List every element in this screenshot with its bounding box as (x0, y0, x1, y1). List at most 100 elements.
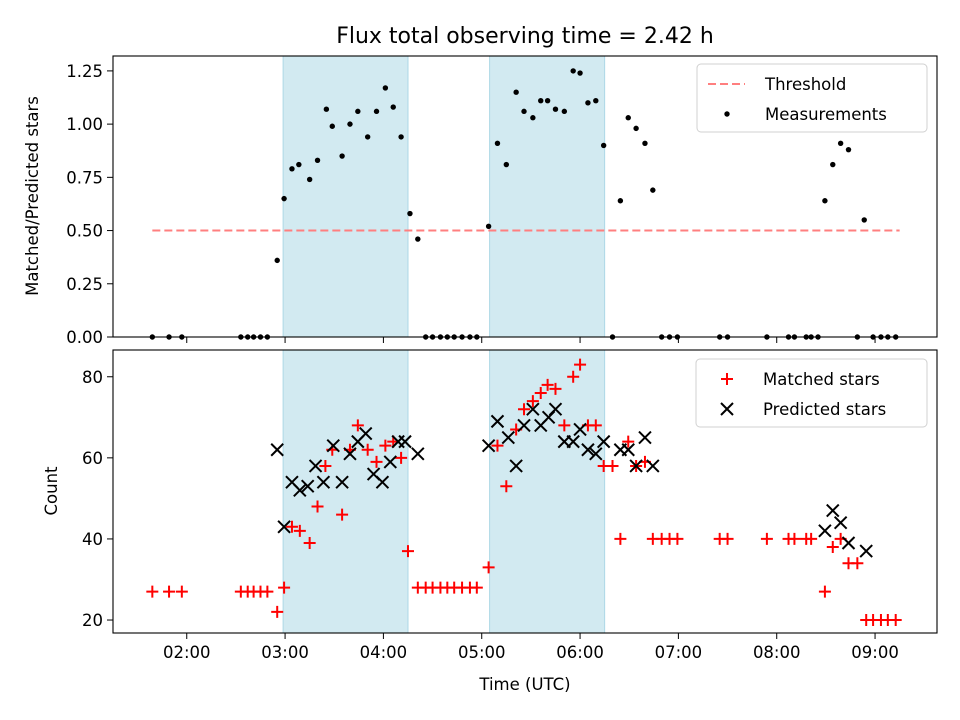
predicted-star-point (826, 503, 840, 518)
predicted-star-point (589, 447, 603, 461)
measurement-point (382, 85, 389, 91)
ratio-panel: 0.00 0.25 0.50 0.75 1.00 1.25 Matched/Predict… (23, 55, 938, 347)
matched-star-point (336, 508, 349, 521)
measurement-point (355, 108, 361, 115)
predicted-legend-swatch (720, 402, 734, 416)
matched-star-point (671, 532, 684, 545)
matched-star-point (303, 536, 316, 549)
measurement-point (314, 157, 321, 164)
predicted-star-point (581, 443, 595, 457)
measurement-point (822, 198, 828, 204)
measurement-point (407, 210, 413, 217)
matched-star-point (175, 585, 188, 598)
predicted-star-point (548, 402, 563, 416)
measurement-point (837, 140, 844, 146)
matched-star-point (491, 439, 504, 452)
measurement-point (593, 98, 599, 104)
measurement-point (570, 68, 576, 74)
measurement-point (503, 161, 510, 168)
threshold-legend-label: Threshold (764, 75, 846, 94)
predicted-star-point (573, 422, 587, 437)
measurement-point (617, 198, 624, 204)
matched-star-point (606, 459, 619, 472)
matched-star-point (395, 451, 408, 464)
measurement-point (347, 121, 353, 127)
ratio-y-axis-label: Matched/Predicted stars (23, 96, 42, 296)
predicted-star-point (358, 426, 373, 441)
predicted-star-point (398, 434, 412, 449)
matched-star-point (534, 386, 547, 399)
counts-y-axis-label: Count (42, 466, 61, 516)
measurement-point (415, 236, 421, 242)
matched-star-point (401, 545, 414, 558)
matched-star-point (818, 585, 831, 598)
ratio-x-ticks (186, 337, 876, 343)
matched-star-point (614, 532, 627, 545)
measurement-point (530, 115, 536, 121)
matched-star-point (567, 370, 580, 383)
x-tick-label: 04:00 (360, 643, 408, 662)
matched-legend-label: Matched stars (763, 370, 880, 389)
ratio-y-tick-label: 0.75 (66, 168, 103, 187)
matched-star-point (889, 614, 902, 627)
measurement-point (390, 104, 396, 110)
measurement-point (289, 166, 295, 172)
predicted-star-point (638, 430, 652, 445)
matched-star-point (721, 532, 734, 545)
measurement-point (364, 134, 371, 140)
matched-star-point (311, 500, 324, 513)
x-tick-label: 02:00 (163, 643, 211, 662)
predicted-star-point (509, 459, 523, 473)
matched-stars-points (146, 358, 902, 627)
ratio-legend: Threshold Measurements (696, 63, 928, 133)
measurement-point (521, 108, 527, 115)
matched-star-point (549, 382, 562, 395)
measurement-point (830, 161, 836, 168)
predicted-star-point (859, 544, 873, 558)
x-tick-label: 05:00 (458, 643, 506, 662)
matched-star-point (370, 455, 383, 468)
predicted-star-point (316, 475, 331, 489)
measurement-point (561, 108, 568, 115)
matched-star-point (146, 585, 159, 598)
matched-star-point (526, 395, 539, 408)
x-tick-label: 06:00 (556, 643, 604, 662)
predicted-star-point (517, 418, 531, 433)
matched-star-point (163, 585, 176, 598)
counts-y-tick-label: 20 (82, 611, 103, 630)
matched-star-point (319, 459, 332, 472)
matched-star-point (500, 480, 513, 493)
measurement-point (585, 100, 591, 106)
predicted-star-point (841, 536, 856, 550)
ratio-highlight-span-1 (282, 55, 409, 338)
ratio-y-tick-label: 0.25 (66, 275, 103, 294)
measurement-point (600, 142, 607, 149)
matched-star-point (482, 561, 495, 574)
measurement-point (538, 98, 544, 104)
counts-x-ticks: 02:00 03:00 04:00 05:00 06:00 07:00 08:00 09:00 (163, 633, 899, 662)
matched-star-point (826, 541, 839, 554)
matched-star-point (788, 532, 801, 545)
predicted-star-point (596, 434, 611, 449)
predicted-star-point (308, 459, 323, 473)
measurements-legend-swatch (724, 111, 730, 117)
matched-star-point (805, 532, 818, 545)
predicted-stars-points (270, 402, 873, 558)
ratio-legend-box (696, 63, 928, 133)
predicted-star-point (490, 414, 505, 429)
matched-star-point (271, 605, 284, 618)
measurement-point (485, 223, 492, 230)
matched-star-point (518, 403, 531, 416)
matched-star-point (622, 435, 635, 448)
matched-star-point (379, 439, 392, 452)
ratio-highlight-spans (282, 55, 606, 338)
measurement-point (323, 106, 330, 112)
measurement-point (633, 125, 639, 132)
counts-y-tick-label: 40 (82, 530, 103, 549)
predicted-star-point (411, 447, 425, 461)
predicted-star-point (383, 455, 397, 469)
predicted-star-point (343, 447, 357, 461)
predicted-star-point (326, 438, 340, 453)
predicted-star-point (621, 443, 635, 457)
